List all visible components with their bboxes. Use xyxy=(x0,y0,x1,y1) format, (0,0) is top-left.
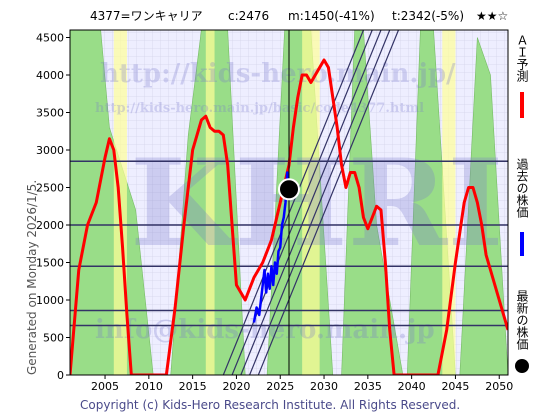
legend-label-ai: ＡＩ予測 xyxy=(515,34,529,83)
x-tick-label-2020: 2020 xyxy=(222,380,250,393)
generated-date-label: Generated on Monday 2026/1/5. xyxy=(25,180,39,375)
y-tick-label-3000: 3000 xyxy=(36,144,64,157)
legend: ＡＩ予測 過去の株価 最新の株価 xyxy=(515,34,529,373)
x-tick-label-2010: 2010 xyxy=(135,380,163,393)
y-tick-label-4000: 4000 xyxy=(36,69,64,82)
x-tick-label-2015: 2015 xyxy=(179,380,207,393)
chart-title-target: t:2342(-5%) xyxy=(392,9,464,23)
chart-title-stars: ★★☆ xyxy=(476,9,508,23)
trend-line-0 xyxy=(222,30,365,375)
watermark-code-url: http://kids-hero.main.jp/basic/code4377.… xyxy=(95,101,424,116)
y-tick-label-2500: 2500 xyxy=(36,182,64,195)
trend-lines xyxy=(222,30,400,375)
x-tick-label-2035: 2035 xyxy=(354,380,382,393)
chart-title-current: c:2476 xyxy=(228,9,269,23)
plot-frame xyxy=(69,29,509,376)
series-layer xyxy=(70,58,508,375)
legend-latest-dot xyxy=(515,359,529,373)
legend-label-past: 過去の株価 xyxy=(515,158,529,218)
watermark-email: info@kids-hero.main.jp xyxy=(95,315,435,345)
watermark-url: http://kids-hero.main.jp/ xyxy=(100,59,456,89)
y-tick-label-1500: 1500 xyxy=(36,257,64,270)
trend-line-4 xyxy=(257,30,400,375)
past-price-line xyxy=(252,171,291,323)
y-tick-label-2000: 2000 xyxy=(36,219,64,232)
x-tick-label-2040: 2040 xyxy=(398,380,426,393)
current-price-dot xyxy=(278,178,300,201)
x-tick-label-2025: 2025 xyxy=(266,380,294,393)
green-band-0 xyxy=(70,30,154,375)
y-tick-label-1000: 1000 xyxy=(36,294,64,307)
x-tick-label-2050: 2050 xyxy=(485,380,513,393)
yellow-band-1 xyxy=(205,30,215,375)
chart-title-code: 4377=ワンキャリア xyxy=(90,9,203,23)
y-tick-label-4500: 4500 xyxy=(36,32,64,45)
y-tick-label-3500: 3500 xyxy=(36,107,64,120)
trend-line-3 xyxy=(249,30,391,375)
x-tick-label-2030: 2030 xyxy=(310,380,338,393)
ai-forecast-line xyxy=(70,58,508,375)
legend-label-latest: 最新の株価 xyxy=(515,290,529,350)
x-tick-label-2045: 2045 xyxy=(441,380,469,393)
y-axis: 0 500 1000 1500 2000 2500 3000 3500 4000 4500 xyxy=(36,32,70,382)
chart-title-min: m:1450(-41%) xyxy=(288,9,375,23)
copyright-footer: Copyright (c) Kids-Hero Research Institu… xyxy=(80,398,460,412)
x-tick-label-2005: 2005 xyxy=(91,380,119,393)
cycle-bands xyxy=(70,30,508,375)
y-tick-label-500: 500 xyxy=(43,332,64,345)
x-axis: 2005 2010 2015 2020 2025 2030 2035 2040 2045 2050 xyxy=(91,375,513,393)
trend-line-2 xyxy=(240,30,382,375)
y-tick-label-0: 0 xyxy=(57,369,64,382)
